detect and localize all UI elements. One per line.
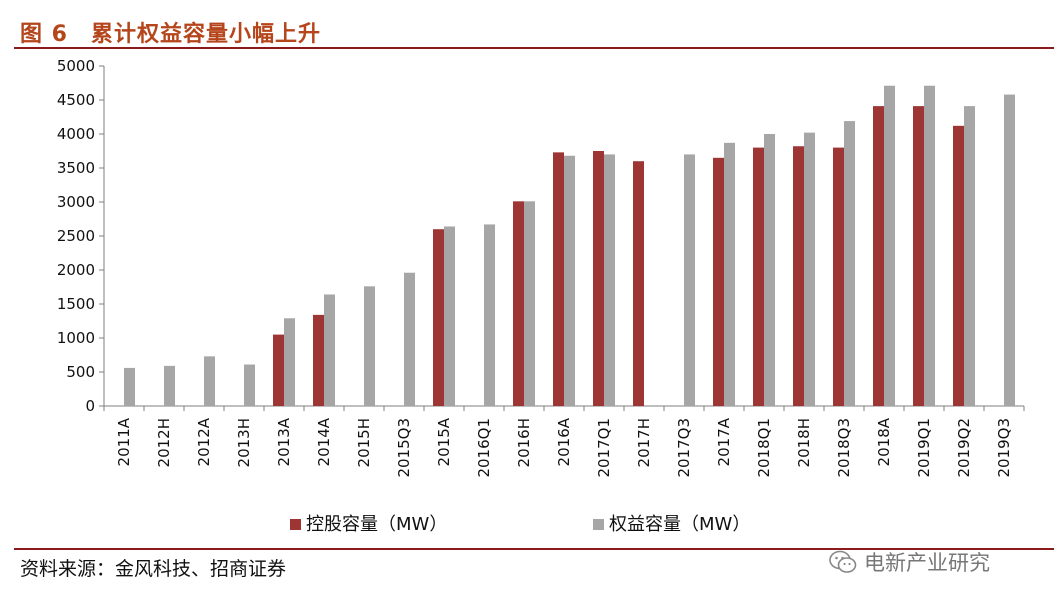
x-tick-label: 2019Q3 — [995, 418, 1013, 478]
y-tick-label: 500 — [66, 363, 95, 381]
bar-equity — [444, 226, 455, 406]
x-tick-label: 2017Q3 — [675, 418, 693, 478]
legend-label-holding: 控股容量（MW） — [306, 514, 447, 535]
bar-equity — [404, 272, 415, 406]
y-tick-label: 3500 — [57, 159, 95, 177]
bar-holding — [433, 229, 444, 406]
x-tick-label: 2019Q1 — [915, 418, 933, 478]
bar-equity — [924, 85, 935, 406]
x-tick-label: 2018Q1 — [755, 418, 773, 478]
bar-holding — [753, 147, 764, 406]
x-tick-label: 2015A — [435, 417, 453, 466]
legend-label-equity: 权益容量（MW） — [609, 514, 750, 535]
x-tick-label: 2016Q1 — [475, 418, 493, 478]
bar-equity — [484, 224, 495, 406]
source-note: 资料来源：金风科技、招商证券 — [20, 558, 287, 580]
x-tick-label: 2019Q2 — [955, 418, 973, 478]
bar-equity — [884, 85, 895, 406]
bar-equity — [564, 155, 575, 406]
watermark-text: 电新产业研究 — [864, 551, 990, 575]
bar-equity — [284, 318, 295, 406]
bar-equity — [204, 356, 215, 406]
x-tick-label: 2015H — [355, 418, 373, 467]
bar-equity — [524, 201, 535, 406]
y-axis: 0 500 1000 1500 2000 2500 3000 3500 4000 4500 5000 — [57, 57, 105, 415]
bar-equity — [1004, 94, 1015, 406]
title-bar: 图 6 累计权益容量小幅上升 — [14, 8, 1054, 48]
bar-equity — [804, 132, 815, 406]
bar-holding — [713, 157, 724, 406]
wechat-icon — [829, 550, 857, 573]
bar-equity — [324, 294, 335, 406]
y-tick-label: 2000 — [57, 261, 95, 279]
bar-equity — [964, 106, 975, 407]
x-tick-label: 2012A — [195, 417, 213, 466]
top-rule — [14, 47, 1054, 49]
legend: 控股容量（MW） 权益容量（MW） — [290, 514, 750, 535]
bar-holding — [833, 147, 844, 406]
bar-holding — [873, 106, 884, 407]
bar-equity — [244, 364, 255, 406]
bottom-rule — [14, 548, 1054, 550]
legend-swatch-equity — [593, 519, 604, 530]
bars — [124, 85, 1015, 407]
y-tick-label: 3000 — [57, 193, 95, 211]
bar-holding — [593, 151, 604, 406]
x-tick-label: 2013H — [235, 418, 253, 467]
bar-holding — [793, 146, 804, 407]
x-tick-label: 2016A — [555, 417, 573, 466]
bar-holding — [513, 201, 524, 406]
bar-equity — [684, 154, 695, 406]
y-tick-label: 2500 — [57, 227, 95, 245]
x-axis: 2011A 2012H 2012A 2013H 2013A 2014A 2015H 2015Q… — [103, 405, 1025, 478]
x-tick-label: 2017Q1 — [595, 418, 613, 478]
bar-equity — [164, 365, 175, 406]
x-tick-label: 2018A — [875, 417, 893, 466]
bar-holding — [913, 106, 924, 407]
x-tick-label: 2018H — [795, 418, 813, 467]
bar-holding — [553, 152, 564, 406]
bar-equity — [604, 154, 615, 406]
x-tick-label: 2015Q3 — [395, 418, 413, 478]
bar-holding — [953, 125, 964, 406]
y-tick-label: 1000 — [57, 329, 95, 347]
y-tick-label: 0 — [85, 397, 95, 415]
legend-swatch-holding — [290, 519, 301, 530]
x-tick-label: 2011A — [115, 417, 133, 466]
y-tick-label: 4000 — [57, 125, 95, 143]
bar-chart: 0 500 1000 1500 2000 2500 3000 3500 4000 4500 5000… — [57, 57, 1025, 535]
x-tick-label: 2018Q3 — [835, 418, 853, 478]
bar-equity — [724, 142, 735, 406]
x-tick-label: 2013A — [275, 417, 293, 466]
y-tick-label: 5000 — [57, 57, 95, 75]
y-tick-label: 1500 — [57, 295, 95, 313]
figure-title: 图 6 累计权益容量小幅上升 — [20, 22, 321, 47]
x-tick-label: 2017A — [715, 417, 733, 466]
x-tick-label: 2016H — [515, 418, 533, 467]
bar-holding — [313, 314, 324, 406]
x-tick-label: 2017H — [635, 418, 653, 467]
y-tick-label: 4500 — [57, 91, 95, 109]
x-tick-label: 2012H — [155, 418, 173, 467]
bar-equity — [364, 286, 375, 406]
bar-equity — [124, 367, 135, 406]
bar-equity — [764, 134, 775, 406]
bar-holding — [633, 161, 644, 406]
watermark: 电新产业研究 — [828, 546, 990, 578]
bar-equity — [844, 121, 855, 406]
bar-holding — [273, 334, 284, 406]
x-tick-label: 2014A — [315, 417, 333, 466]
